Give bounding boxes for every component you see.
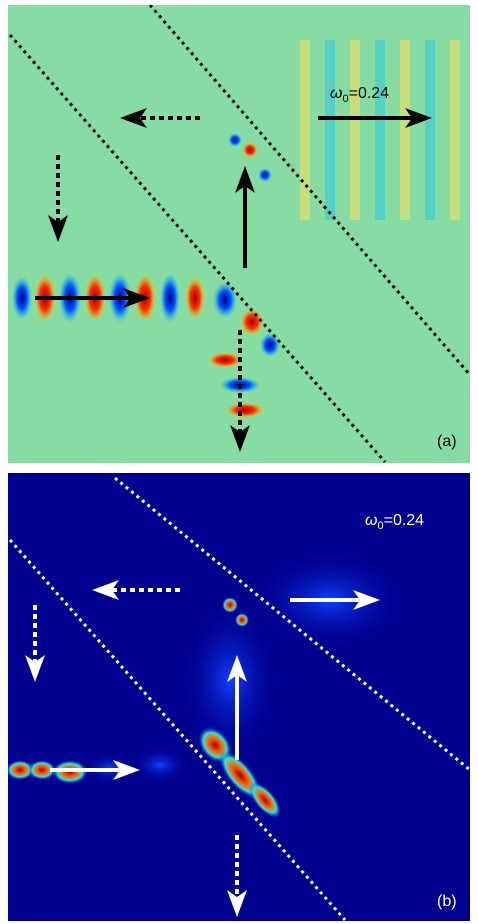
- figure: ω0=0.24 (a) ω0=0.24: [0, 0, 478, 924]
- panel-label: (b): [437, 893, 457, 910]
- panel-label: (a): [437, 433, 457, 450]
- panel-b: ω0=0.24 (b): [6, 473, 470, 921]
- panel-a: ω0=0.24 (a): [8, 5, 470, 463]
